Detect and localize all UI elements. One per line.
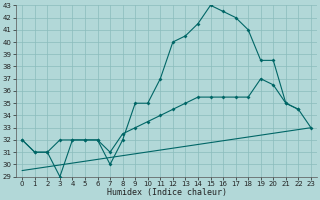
X-axis label: Humidex (Indice chaleur): Humidex (Indice chaleur) <box>107 188 227 197</box>
